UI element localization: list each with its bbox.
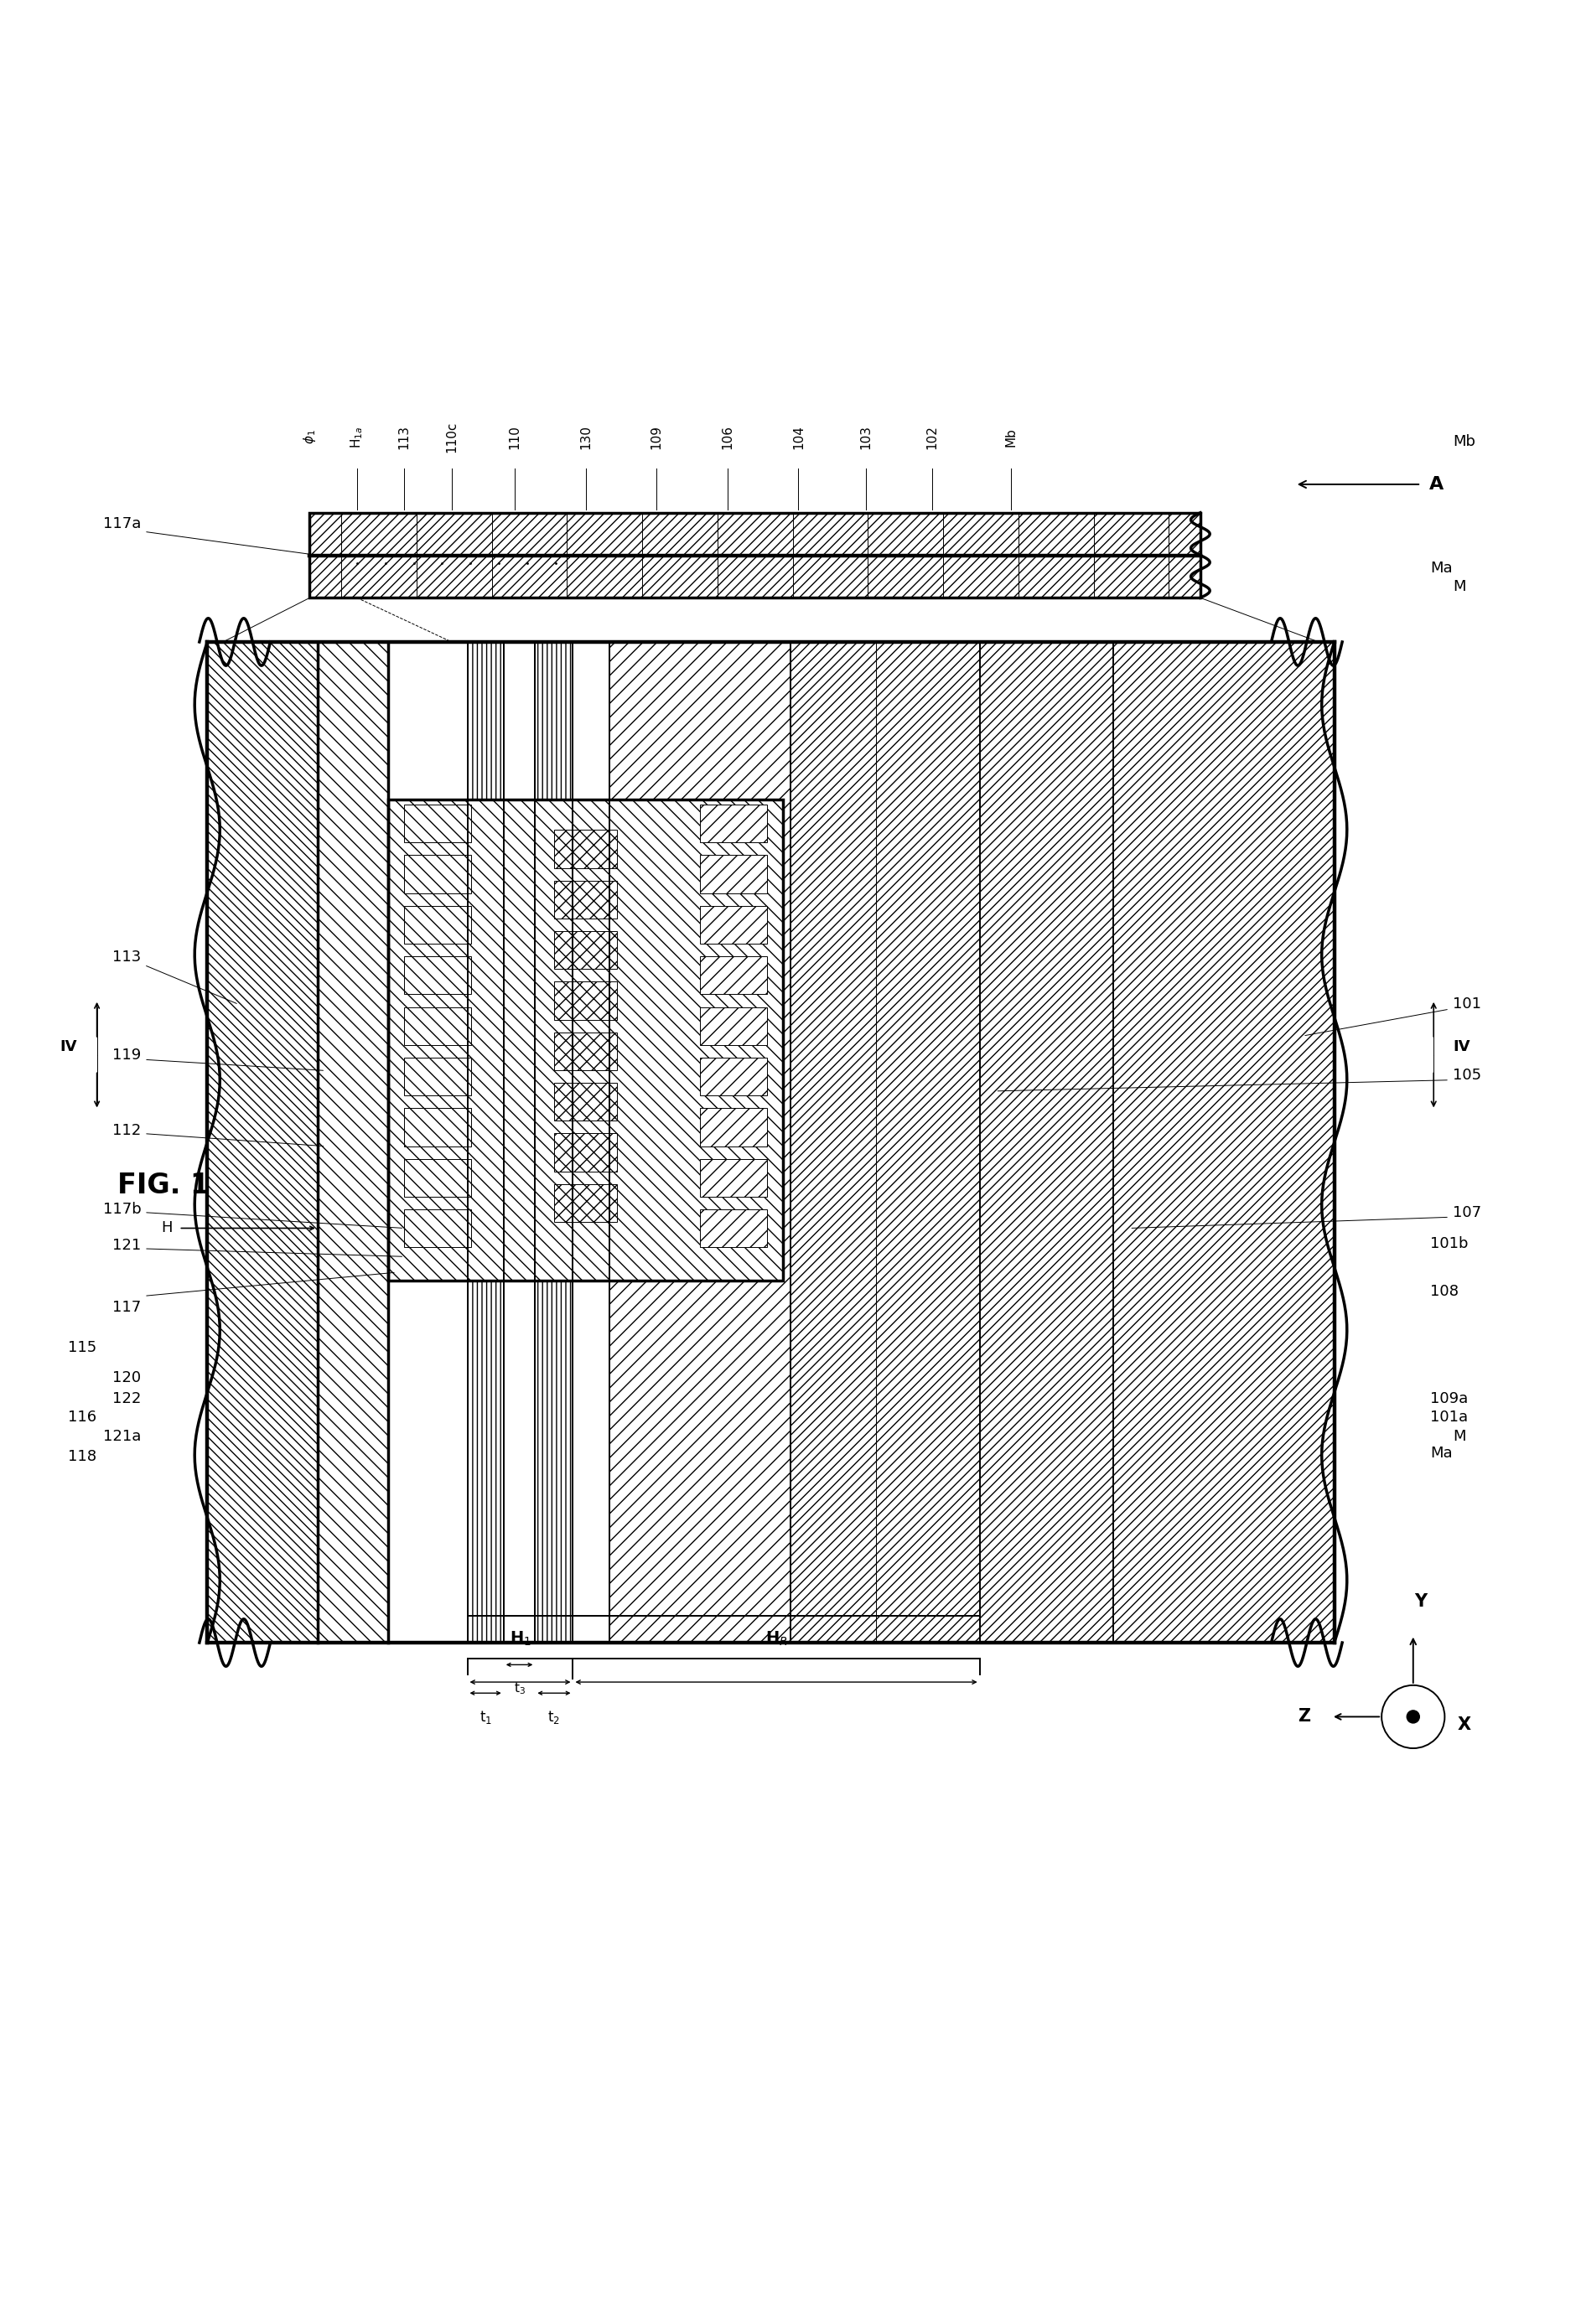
Text: 116: 116 <box>68 1411 96 1425</box>
Text: Z: Z <box>1298 1708 1311 1724</box>
Text: 106: 106 <box>721 425 734 449</box>
Text: 101: 101 <box>1453 997 1481 1011</box>
Bar <box>700 804 767 844</box>
Text: Ma: Ma <box>1431 560 1453 576</box>
Bar <box>405 1208 471 1248</box>
Text: t$_2$: t$_2$ <box>547 1708 560 1727</box>
Text: 110c: 110c <box>446 421 458 453</box>
Text: 108: 108 <box>1431 1283 1459 1299</box>
Text: M: M <box>1453 1429 1466 1443</box>
Bar <box>405 1006 471 1046</box>
Text: 103: 103 <box>860 425 873 449</box>
Text: 121a: 121a <box>103 1429 141 1443</box>
Bar <box>553 1083 617 1120</box>
Bar <box>790 641 1334 1643</box>
Text: 102: 102 <box>926 425 939 449</box>
Text: 101a: 101a <box>1431 1411 1469 1425</box>
Text: 113: 113 <box>398 425 411 449</box>
Bar <box>310 514 1200 597</box>
Text: 104: 104 <box>792 425 805 449</box>
Text: 101b: 101b <box>1431 1236 1469 1253</box>
Text: Ma: Ma <box>1431 1446 1453 1462</box>
Text: 110: 110 <box>509 425 520 449</box>
Bar <box>609 641 790 1643</box>
Text: 112: 112 <box>112 1122 141 1139</box>
Bar <box>310 514 1200 597</box>
Text: 107: 107 <box>1453 1204 1481 1220</box>
Bar <box>553 1183 617 1222</box>
Bar <box>700 855 767 892</box>
Bar <box>405 906 471 944</box>
Text: IV: IV <box>60 1039 77 1055</box>
Bar <box>553 1134 617 1171</box>
Text: 122: 122 <box>112 1390 141 1406</box>
Text: Mb: Mb <box>1006 428 1018 446</box>
Bar <box>700 1208 767 1248</box>
Bar <box>534 641 572 1643</box>
Circle shape <box>1407 1710 1420 1722</box>
Text: $\phi_1$: $\phi_1$ <box>302 430 318 444</box>
Bar <box>700 1160 767 1197</box>
Text: Mb: Mb <box>1453 435 1475 449</box>
Text: IV: IV <box>1453 1039 1470 1055</box>
Bar <box>553 1032 617 1071</box>
Bar <box>405 804 471 844</box>
Text: 115: 115 <box>68 1341 96 1355</box>
Text: M: M <box>1453 579 1466 595</box>
Bar <box>700 1109 767 1146</box>
Bar <box>790 641 876 1643</box>
Text: 119: 119 <box>112 1048 141 1062</box>
Text: H: H <box>161 1220 172 1236</box>
Text: 121: 121 <box>112 1239 141 1253</box>
Text: 118: 118 <box>68 1450 96 1464</box>
Bar <box>700 1006 767 1046</box>
Text: 120: 120 <box>112 1371 141 1385</box>
Text: 105: 105 <box>1453 1067 1481 1083</box>
Bar <box>389 799 783 1281</box>
Bar <box>318 641 389 1643</box>
Bar <box>405 1057 471 1095</box>
Text: 109: 109 <box>650 425 662 449</box>
Bar <box>504 641 534 1643</box>
Bar <box>405 1160 471 1197</box>
Text: 113: 113 <box>112 951 141 964</box>
Text: t$_1$: t$_1$ <box>479 1708 492 1727</box>
Bar <box>700 957 767 995</box>
Bar <box>553 881 617 918</box>
Text: H$_1$: H$_1$ <box>509 1629 531 1648</box>
Text: t$_3$: t$_3$ <box>514 1680 525 1697</box>
Bar <box>553 981 617 1020</box>
Bar <box>207 641 318 1643</box>
Bar <box>700 906 767 944</box>
Bar <box>553 932 617 969</box>
Bar <box>389 799 783 1281</box>
Text: FIG. 1: FIG. 1 <box>117 1171 210 1199</box>
Bar <box>553 830 617 867</box>
Bar <box>468 641 504 1643</box>
Text: 130: 130 <box>579 425 591 449</box>
Text: X: X <box>1458 1715 1470 1734</box>
Text: Y: Y <box>1415 1592 1428 1611</box>
Bar <box>207 641 1334 1643</box>
Text: A: A <box>1429 476 1443 493</box>
Text: 117b: 117b <box>103 1202 141 1218</box>
Bar <box>405 1109 471 1146</box>
Text: H$_{1a}$: H$_{1a}$ <box>349 425 365 449</box>
Bar <box>405 957 471 995</box>
Bar <box>405 855 471 892</box>
Text: H$_R$: H$_R$ <box>765 1629 787 1648</box>
Text: 109a: 109a <box>1431 1390 1469 1406</box>
Bar <box>700 1057 767 1095</box>
Text: 117: 117 <box>112 1299 141 1315</box>
Bar <box>389 641 790 1643</box>
Text: 117a: 117a <box>103 516 141 532</box>
